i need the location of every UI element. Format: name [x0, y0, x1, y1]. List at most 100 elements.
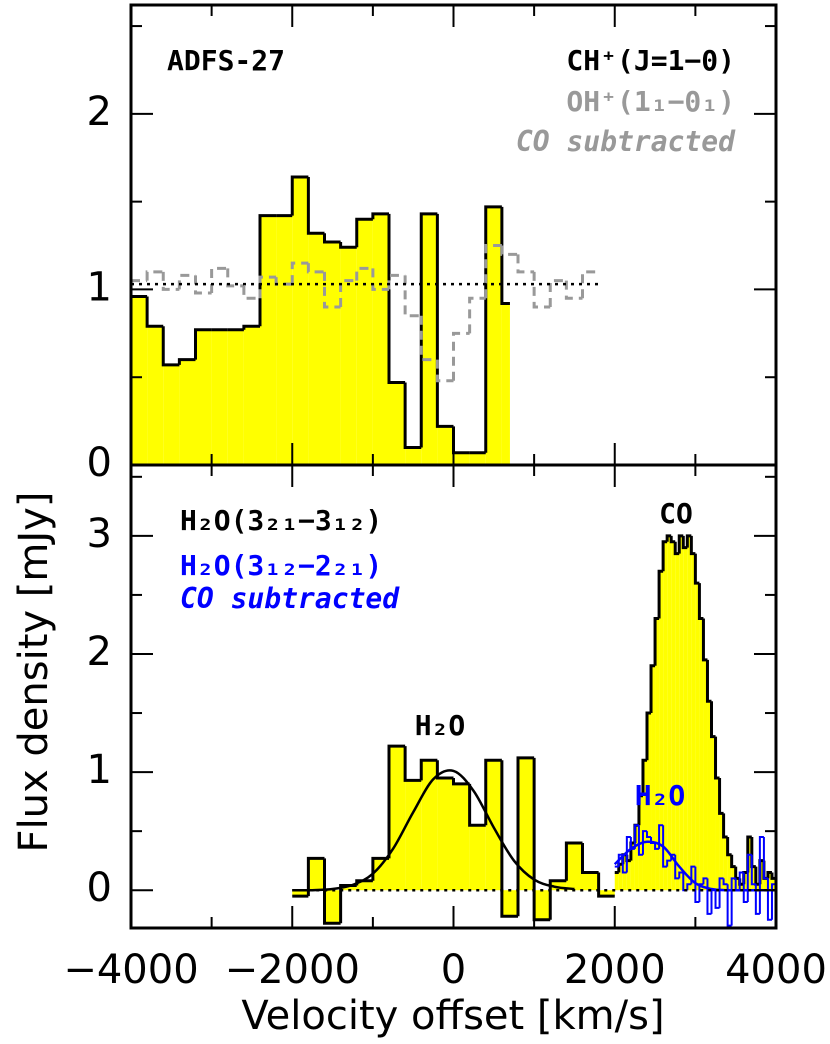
bar-fill — [711, 736, 716, 891]
bar-fill — [550, 880, 567, 891]
step-line — [646, 831, 652, 839]
bar-fill — [485, 206, 502, 465]
step-line — [722, 878, 728, 886]
bar-fill — [324, 890, 341, 924]
step-line — [323, 233, 341, 244]
fit-curve — [292, 769, 575, 892]
step-line — [678, 871, 684, 879]
bar-fill — [276, 215, 293, 465]
bar-fill — [389, 746, 406, 891]
step-line — [306, 263, 325, 274]
bar-fill — [437, 777, 454, 891]
step-line — [662, 825, 668, 868]
step-line — [661, 540, 668, 572]
bar-fill — [260, 215, 277, 465]
step-line — [371, 212, 389, 220]
bar-fill — [715, 777, 720, 891]
bar-fill — [647, 713, 652, 891]
step-line — [641, 758, 647, 796]
step-line — [403, 275, 422, 318]
annotation: H₂O — [415, 709, 466, 742]
y-tick-label: 2 — [87, 89, 112, 135]
bar-fill — [292, 890, 309, 897]
step-line — [468, 296, 486, 334]
step-line — [564, 841, 583, 881]
step-line — [750, 854, 756, 886]
step-line — [161, 271, 180, 291]
step-line — [665, 534, 672, 542]
bar-fill — [691, 553, 696, 891]
step-line — [452, 331, 470, 381]
bar-fill — [340, 247, 357, 465]
bar-fill — [501, 303, 510, 465]
bar-fill — [469, 825, 486, 891]
step-line — [194, 328, 212, 360]
bar-fill — [707, 701, 712, 891]
step-line — [722, 813, 728, 839]
bar-fill — [663, 541, 668, 891]
step-line — [177, 273, 196, 290]
x-tick-label: −2000 — [225, 947, 360, 993]
step-line — [685, 534, 692, 548]
step-line — [145, 270, 164, 281]
step-line — [548, 279, 567, 307]
step-line — [746, 853, 752, 903]
bar-fill — [755, 884, 760, 891]
step-line — [339, 279, 357, 307]
bar-fill — [739, 884, 744, 891]
step-line — [177, 358, 196, 365]
step-line — [597, 872, 615, 898]
step-line — [726, 884, 732, 927]
step-line — [693, 553, 700, 585]
legend-entry: H₂O(3₁₂−2₂₁) — [180, 549, 382, 582]
step-line — [637, 825, 643, 856]
step-line — [161, 326, 180, 367]
bar-fill — [582, 872, 599, 891]
bar-fill — [642, 760, 647, 891]
step-line — [516, 254, 535, 274]
step-line — [226, 268, 244, 288]
step-line — [403, 382, 422, 449]
step-line — [714, 736, 720, 780]
step-line — [621, 854, 627, 874]
y-tick-label: 1 — [87, 264, 112, 310]
step-line — [484, 244, 502, 299]
step-line — [766, 870, 772, 879]
bar-fill — [372, 858, 389, 891]
bar-fill — [655, 618, 660, 891]
step-line — [710, 701, 716, 739]
annotation: CO subtracted — [180, 582, 400, 615]
bar-fill — [195, 329, 212, 465]
bar-fill — [634, 825, 639, 891]
x-tick-label: 2000 — [564, 947, 666, 993]
step-line — [242, 285, 260, 300]
step-line — [500, 245, 518, 256]
y-tick-label: 2 — [87, 629, 112, 675]
step-line — [762, 837, 768, 880]
bar-fill — [437, 426, 454, 465]
bar-fill — [372, 213, 389, 465]
bar-fill — [618, 864, 623, 891]
bar-fill — [727, 854, 732, 891]
bar-fill — [308, 233, 325, 465]
step-line — [702, 877, 708, 885]
step-line — [654, 842, 660, 850]
step-line — [689, 535, 696, 556]
step-line — [686, 883, 692, 891]
bar-fill — [501, 890, 518, 917]
bar-fill — [421, 760, 438, 891]
step-line — [242, 324, 260, 330]
annotation: H₂O — [635, 779, 686, 812]
bar-fill — [243, 326, 260, 465]
step-line — [754, 884, 760, 915]
y-tick-label: 1 — [87, 747, 112, 793]
bar-fill — [534, 890, 551, 920]
bar-fill — [453, 783, 470, 891]
bar-fill — [405, 780, 422, 891]
step-line — [290, 175, 309, 216]
bar-fill — [719, 813, 724, 891]
bar-fill — [405, 447, 422, 465]
step-line — [452, 426, 470, 455]
step-line — [387, 744, 406, 859]
bar-fill — [147, 326, 164, 465]
